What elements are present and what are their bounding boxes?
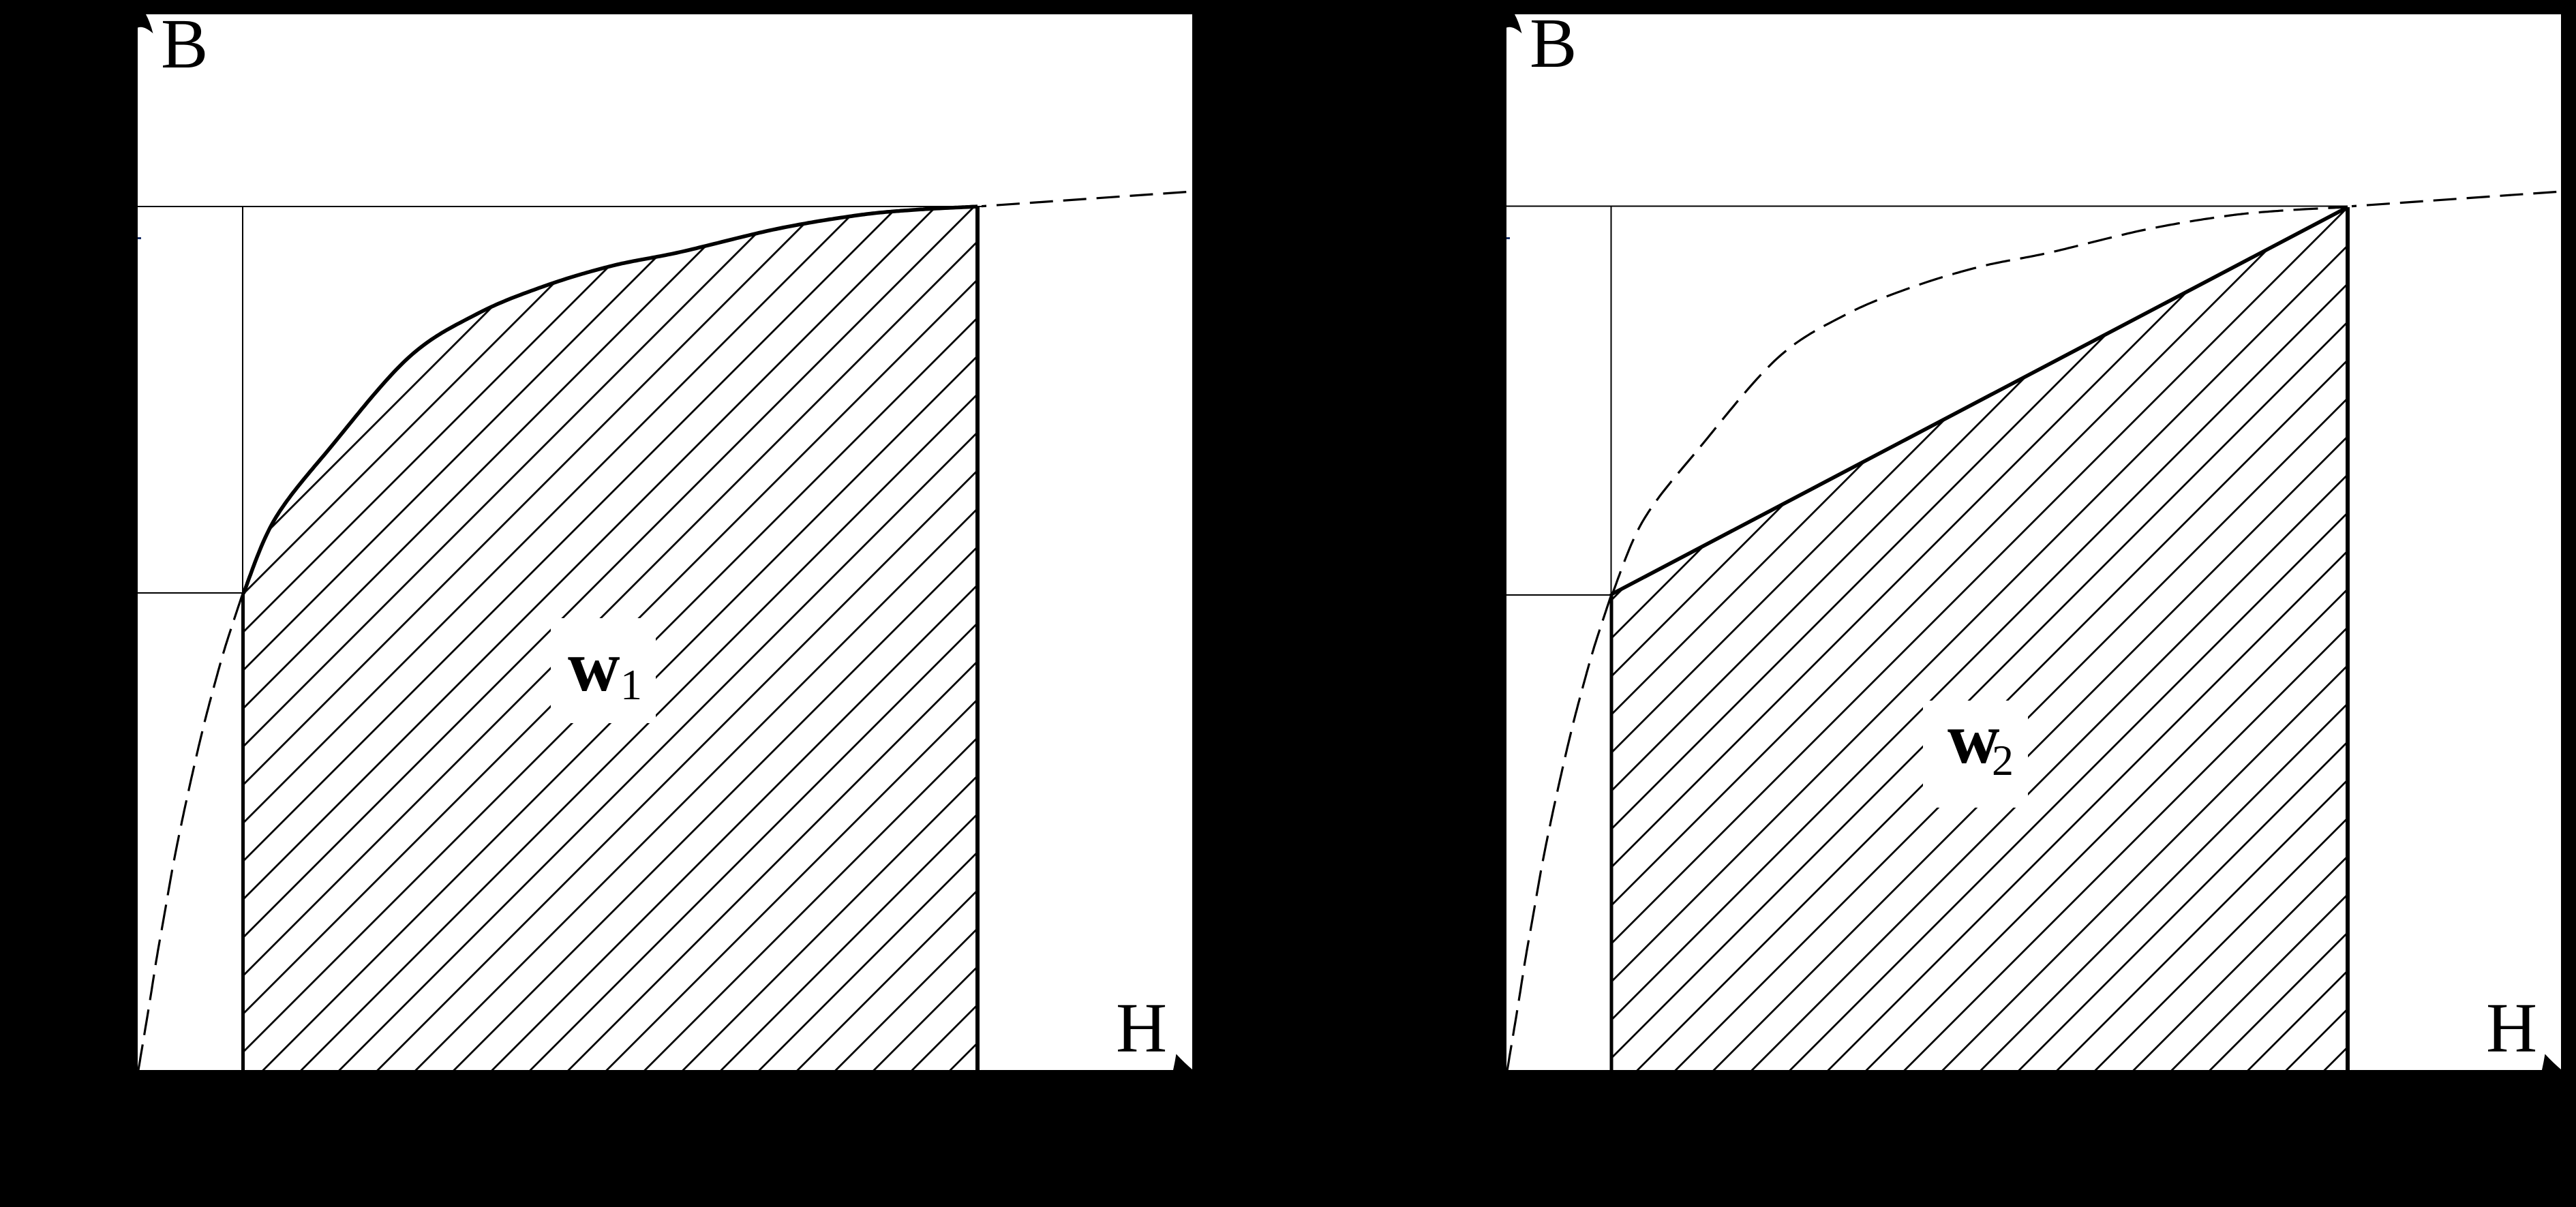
svg-text:w: w [568,626,620,706]
svg-text:H: H [2486,989,2537,1067]
svg-text:w: w [1948,699,2000,778]
svg-text:1: 1 [620,660,642,709]
svg-text:H: H [1116,989,1167,1067]
svg-text:B: B [161,5,208,83]
svg-text:2: 2 [1992,736,2014,784]
svg-text:B: B [1530,4,1577,82]
